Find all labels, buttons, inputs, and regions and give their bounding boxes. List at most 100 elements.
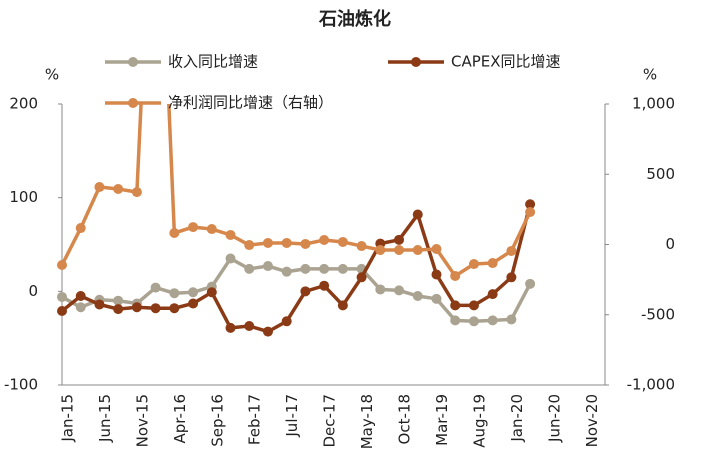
series-marker <box>75 302 86 313</box>
series-marker <box>431 269 442 280</box>
series-marker <box>319 235 330 246</box>
series-marker <box>319 263 330 274</box>
series-marker <box>225 322 236 333</box>
series-marker <box>57 260 67 271</box>
series-marker <box>262 237 273 248</box>
series-marker <box>337 236 348 247</box>
legend-marker <box>128 98 138 108</box>
series-marker <box>188 222 199 233</box>
series-marker <box>244 240 255 251</box>
series-marker <box>169 288 180 299</box>
series-marker <box>394 234 405 245</box>
series-marker <box>506 245 517 256</box>
legend-marker <box>411 57 421 67</box>
series-line <box>60 203 532 334</box>
x-tick-label: Jul-17 <box>283 394 301 438</box>
series-marker <box>150 303 161 314</box>
y2-axis-label: % <box>643 66 657 84</box>
series-marker <box>188 287 199 298</box>
series-marker <box>113 184 124 195</box>
series-marker <box>412 244 423 255</box>
series-marker <box>412 209 423 220</box>
series-marker <box>468 316 479 327</box>
y-axis-label: % <box>45 66 59 84</box>
series-marker <box>131 302 142 313</box>
series-marker <box>262 326 273 337</box>
y2-tick-label: 0 <box>665 235 675 253</box>
series-marker <box>337 300 348 311</box>
series-marker <box>188 298 199 309</box>
series-marker <box>450 270 461 281</box>
series-marker <box>244 263 255 274</box>
x-tick-label: Feb-17 <box>246 394 264 445</box>
series-marker <box>300 263 311 274</box>
series-marker <box>57 306 67 317</box>
y-tick-label: -100 <box>4 376 38 394</box>
y2-tick-label: -500 <box>641 305 675 323</box>
series-marker <box>150 282 161 293</box>
series-marker <box>75 223 86 234</box>
series-marker <box>113 295 124 306</box>
series-marker <box>375 244 386 255</box>
y2-tick-label: 500 <box>646 165 675 183</box>
series-marker <box>394 285 405 296</box>
series-marker <box>169 227 180 238</box>
series-marker <box>394 244 405 255</box>
series-marker <box>281 316 292 327</box>
x-tick-label: Apr-16 <box>171 394 189 444</box>
x-tick-label: Jan-20 <box>508 394 526 443</box>
series-line <box>60 104 532 279</box>
x-tick-label: Oct-18 <box>396 394 414 444</box>
series-marker <box>487 289 498 300</box>
series-marker <box>525 199 536 210</box>
series-marker <box>356 272 367 283</box>
y-tick-label: 0 <box>28 282 38 300</box>
series-marker <box>468 300 479 311</box>
series-marker <box>375 284 386 295</box>
y2-tick-label: -1,000 <box>627 376 675 394</box>
series-marker <box>225 229 236 240</box>
x-tick-label: May-18 <box>358 394 376 449</box>
series-marker <box>206 287 217 298</box>
series-marker <box>281 237 292 248</box>
y-tick-label: 200 <box>9 95 38 113</box>
series-marker <box>525 278 536 289</box>
series-marker <box>356 241 367 252</box>
series-marker <box>487 258 498 269</box>
chart-title: 石油炼化 <box>318 8 391 30</box>
series-marker <box>468 259 479 270</box>
series-marker <box>262 261 273 272</box>
series-marker <box>412 291 423 302</box>
legend-marker <box>128 57 138 67</box>
x-tick-label: Nov-20 <box>583 394 601 447</box>
series-marker <box>94 299 105 310</box>
y-tick-label: 100 <box>9 188 38 206</box>
x-tick-label: Sep-16 <box>208 394 226 447</box>
series-marker <box>113 304 124 315</box>
series-marker <box>281 266 292 277</box>
x-tick-label: Jun-15 <box>96 394 114 443</box>
series-marker <box>75 291 86 302</box>
legend-label: 收入同比增速 <box>168 53 258 71</box>
series-marker <box>450 300 461 311</box>
series-marker <box>225 253 236 264</box>
y2-tick-label: 1,000 <box>632 95 675 113</box>
series-line <box>61 256 532 324</box>
series-marker <box>487 315 498 326</box>
x-tick-label: Aug-19 <box>470 394 488 448</box>
series-marker <box>506 314 517 325</box>
x-tick-label: Jan-15 <box>59 394 77 443</box>
x-tick-label: Mar-19 <box>433 394 451 446</box>
series-marker <box>94 182 105 193</box>
x-tick-label: Jun-20 <box>545 394 563 443</box>
legend-label: 净利润同比增速（右轴） <box>168 94 333 112</box>
series-marker <box>431 243 442 254</box>
plot-area <box>57 104 536 337</box>
series-marker <box>300 238 311 249</box>
series-marker <box>57 291 67 302</box>
x-tick-label: Nov-15 <box>133 394 151 447</box>
series-marker <box>244 320 255 331</box>
series-marker <box>319 280 330 291</box>
series-marker <box>131 187 142 198</box>
